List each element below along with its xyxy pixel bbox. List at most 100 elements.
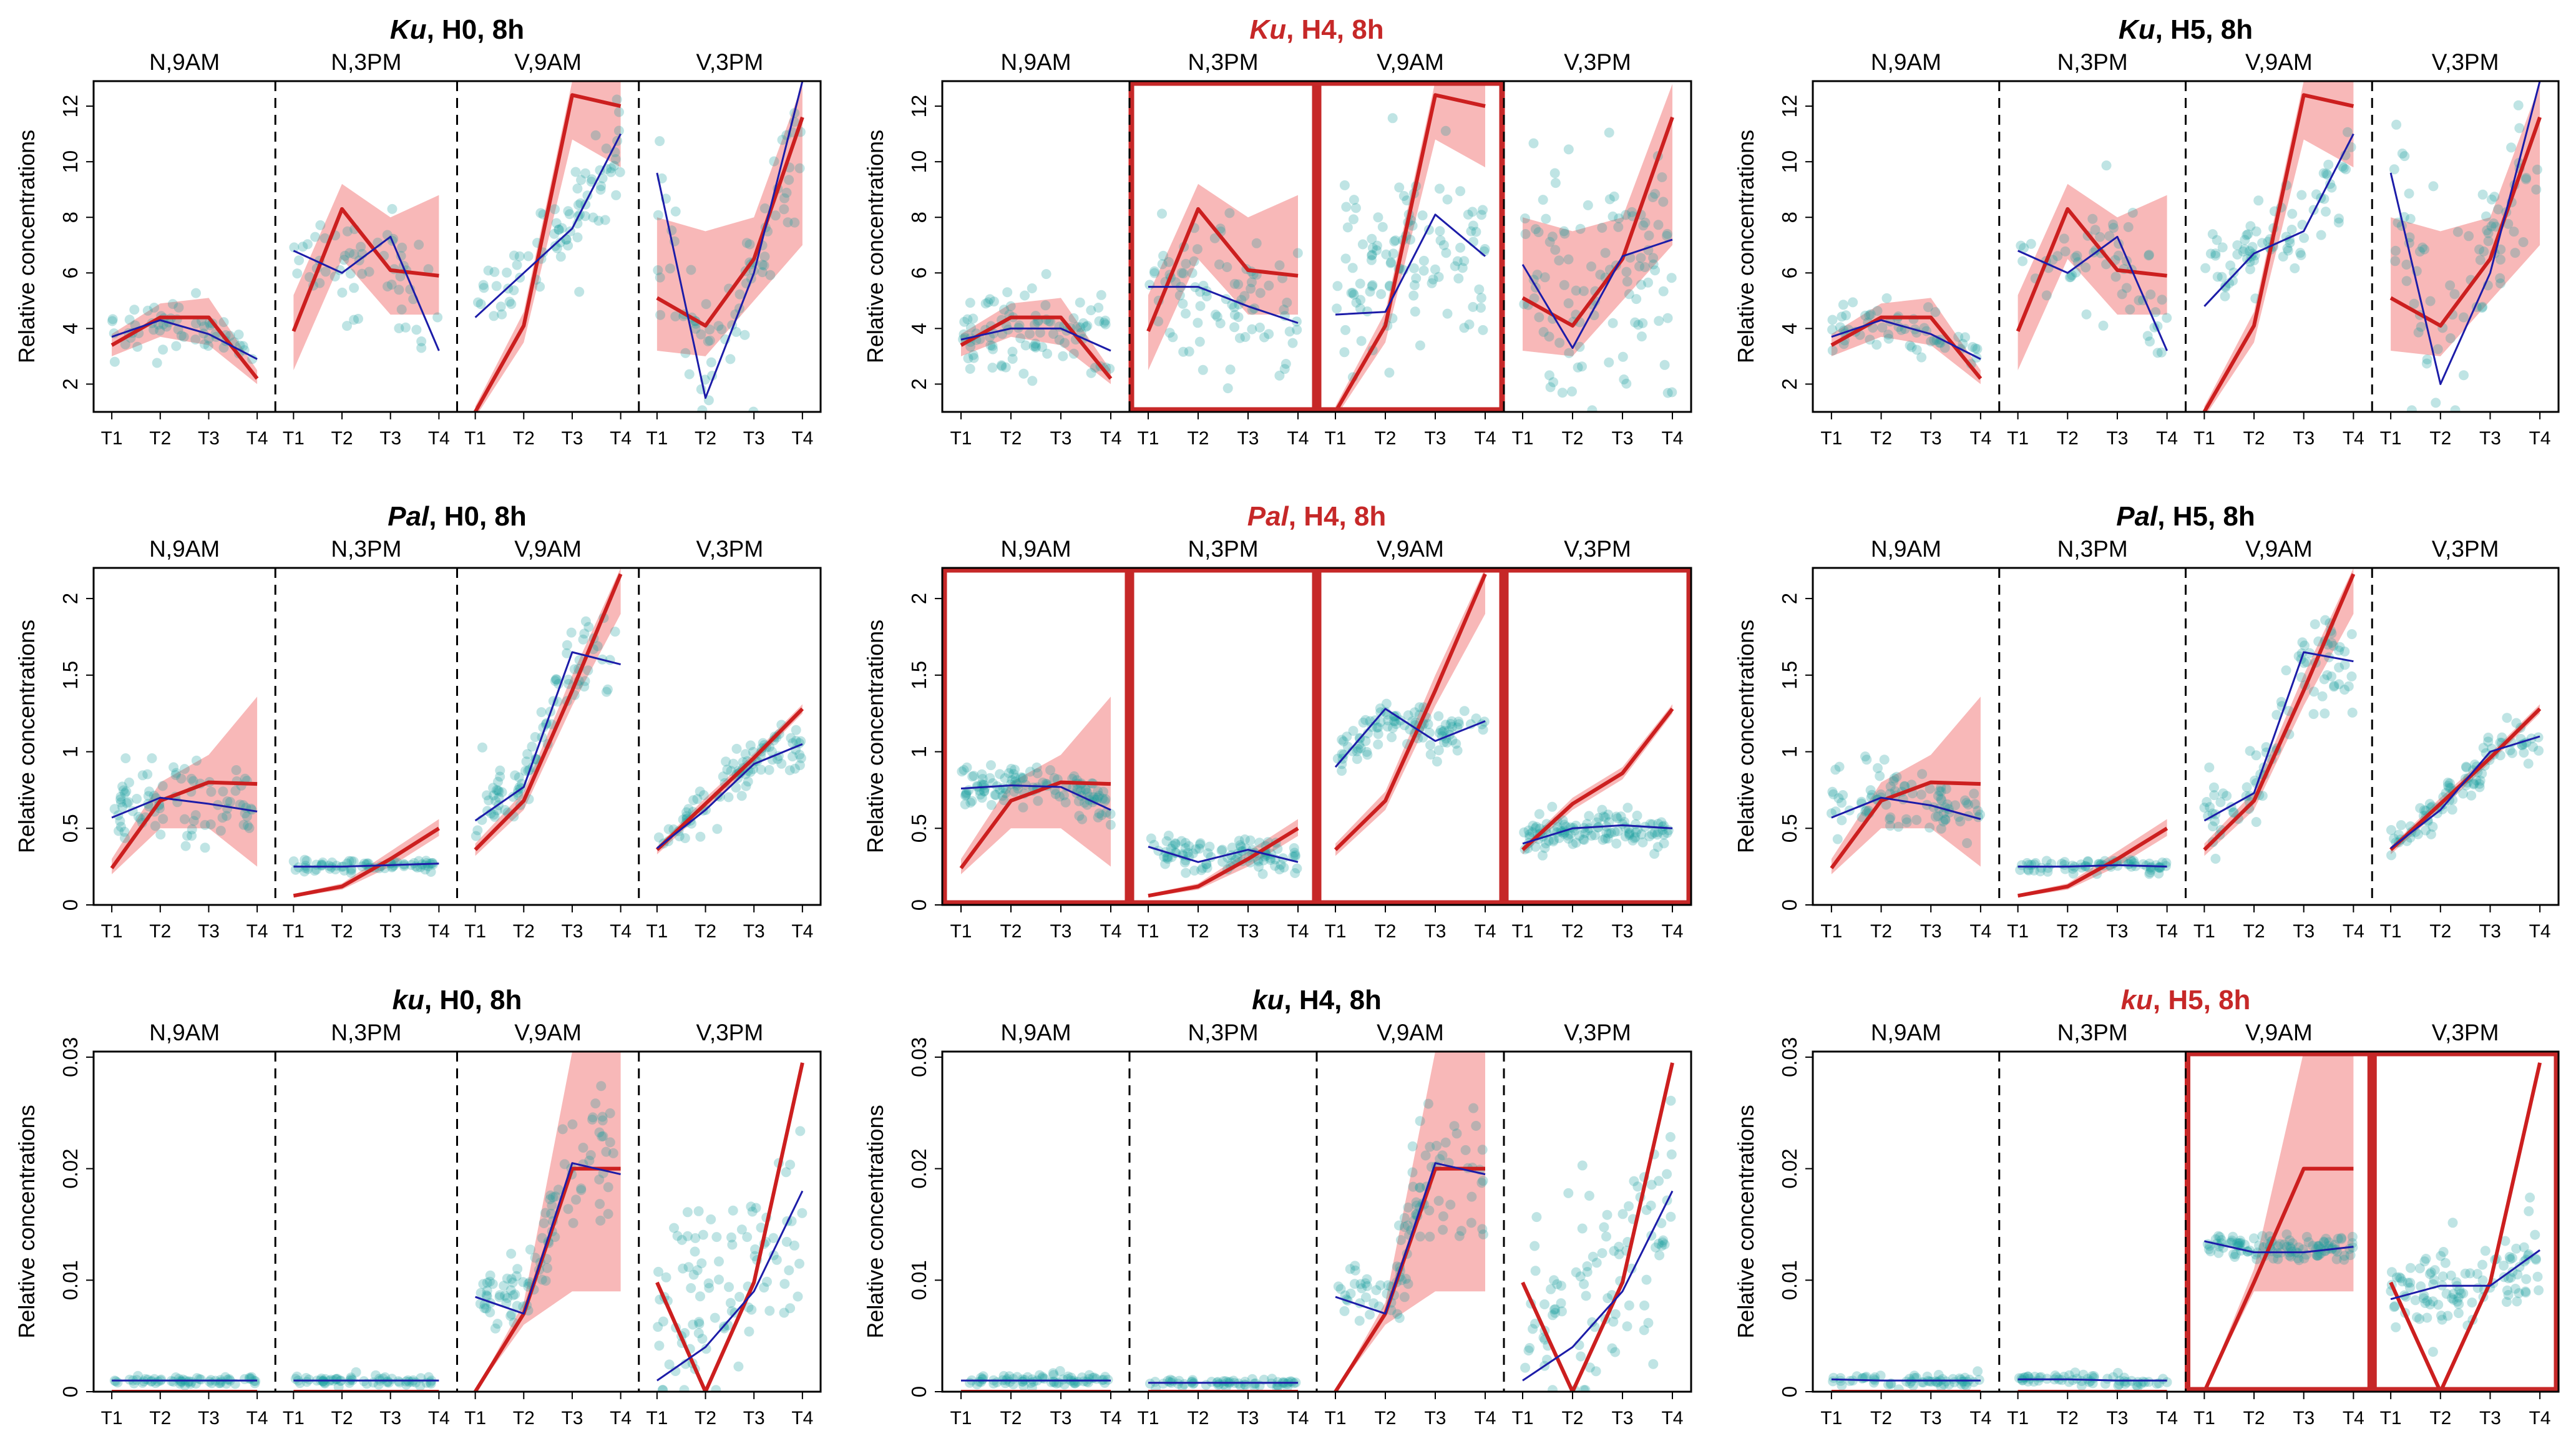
data-point (784, 765, 795, 776)
data-point (2399, 151, 2410, 162)
data-point (1362, 306, 1373, 316)
data-point (741, 238, 752, 248)
panel-n-3pm (2016, 160, 2172, 371)
data-point (1437, 726, 1448, 737)
data-point (653, 1266, 663, 1277)
data-point (1600, 248, 1611, 258)
data-point (1609, 827, 1620, 837)
data-point (585, 1150, 596, 1160)
y-axis-title: Relative concentrations (1733, 1105, 1759, 1338)
panel-label: V,3PM (2432, 49, 2499, 75)
data-point (1191, 844, 1201, 854)
data-point (2441, 1289, 2452, 1299)
data-point (206, 786, 217, 797)
panel-label: V,9AM (1377, 1020, 1444, 1045)
data-point (1403, 1202, 1413, 1213)
data-point (1827, 345, 1838, 356)
data-point (310, 866, 320, 876)
data-point (1373, 212, 1383, 223)
data-point (2424, 799, 2435, 809)
data-point (1908, 1380, 1918, 1391)
data-point (1650, 188, 1661, 199)
data-point (968, 313, 978, 324)
data-point (2512, 1269, 2523, 1280)
data-point (1384, 368, 1395, 378)
data-point (1381, 698, 1392, 709)
data-point (1455, 186, 1466, 197)
data-point (1005, 779, 1016, 789)
data-point (2162, 313, 2172, 323)
fit-line (111, 319, 258, 360)
reference-line (655, 707, 804, 851)
panel-v-9am (471, 568, 623, 856)
x-tick-label: T4 (1661, 1408, 1683, 1429)
data-point (1453, 273, 1464, 284)
data-point (1178, 298, 1188, 309)
data-point (2078, 1369, 2089, 1380)
reference-band (112, 298, 258, 384)
x-tick-label: T4 (2529, 921, 2551, 942)
data-point (1367, 721, 1377, 732)
data-point (401, 1379, 412, 1390)
scatter-points (958, 269, 1115, 386)
data-point (2523, 758, 2534, 769)
data-point (2405, 1263, 2416, 1273)
data-point (2322, 670, 2333, 680)
data-point (1926, 336, 1936, 347)
data-point (2419, 1290, 2429, 1301)
reference-band (2017, 183, 2167, 371)
panel-n-9am (961, 1365, 1113, 1392)
data-point (339, 866, 349, 876)
data-point (1885, 781, 1896, 792)
data-point (743, 766, 753, 776)
data-point (1349, 214, 1359, 225)
data-point (1054, 335, 1065, 345)
data-point (765, 270, 776, 280)
data-point (1654, 316, 1664, 326)
data-point (1580, 828, 1591, 838)
x-tick-label: T3 (743, 428, 765, 449)
panel-v-9am (2199, 568, 2358, 864)
data-point (2444, 778, 2455, 789)
data-point (1412, 1200, 1422, 1211)
data-point (1257, 869, 1268, 879)
data-point (1466, 1218, 1476, 1228)
plot-area (957, 568, 1674, 898)
data-point (1455, 242, 1466, 253)
data-point (2157, 857, 2168, 867)
data-point (2428, 181, 2439, 192)
data-point (1477, 1145, 1488, 1155)
data-point (1544, 370, 1554, 381)
data-point (222, 796, 233, 806)
panel-label: N,9AM (149, 536, 220, 562)
data-point (2232, 240, 2243, 250)
data-point (1569, 825, 1580, 836)
data-point (1337, 766, 1347, 776)
data-point (1274, 370, 1285, 381)
data-point (199, 339, 210, 349)
data-point (120, 788, 130, 798)
data-point (1443, 725, 1454, 736)
data-point (2230, 1252, 2240, 1262)
data-point (701, 1344, 711, 1354)
data-point (1367, 281, 1377, 291)
data-point (1643, 277, 1653, 288)
data-point (1827, 315, 1838, 325)
data-point (1164, 328, 1175, 338)
data-point (1937, 1374, 1948, 1384)
data-point (1176, 268, 1187, 278)
x-tick-label: T1 (1137, 921, 1159, 942)
data-point (779, 204, 789, 215)
x-tick-label: T4 (610, 1408, 632, 1429)
data-point (1414, 702, 1425, 713)
data-point (1604, 357, 1614, 368)
data-point (2285, 1242, 2295, 1252)
x-tick-label: T3 (1237, 921, 1259, 942)
data-point (1629, 833, 1640, 844)
data-point (2477, 301, 2488, 312)
data-point (2471, 775, 2482, 786)
data-point (605, 167, 616, 177)
data-point (704, 1282, 715, 1293)
data-point (2144, 869, 2155, 879)
data-point (1460, 1145, 1471, 1155)
